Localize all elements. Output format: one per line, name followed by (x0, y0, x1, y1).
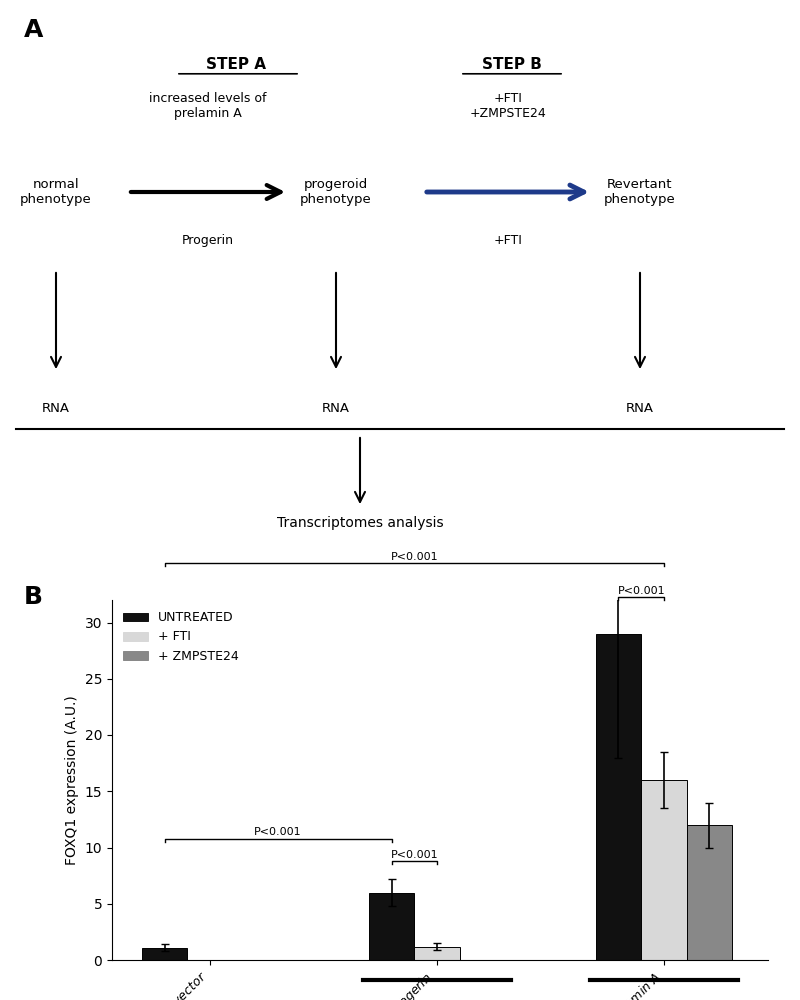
Text: +FTI
+ZMPSTE24: +FTI +ZMPSTE24 (470, 92, 546, 120)
Text: Transcriptomes analysis: Transcriptomes analysis (277, 516, 443, 530)
Bar (369, 893, 414, 960)
Text: normal
phenotype: normal phenotype (20, 178, 92, 206)
Text: RNA: RNA (626, 402, 654, 415)
Text: progeroid
phenotype: progeroid phenotype (300, 178, 372, 206)
Text: STEP A: STEP A (206, 57, 266, 72)
Bar (686, 825, 732, 960)
Bar (414, 946, 460, 960)
Bar (641, 780, 686, 960)
Text: P<0.001: P<0.001 (618, 586, 665, 596)
Text: P<0.001: P<0.001 (390, 850, 438, 860)
Text: RNA: RNA (322, 402, 350, 415)
Legend: UNTREATED, + FTI, + ZMPSTE24: UNTREATED, + FTI, + ZMPSTE24 (118, 606, 244, 668)
Text: Revertant
phenotype: Revertant phenotype (604, 178, 676, 206)
Text: A: A (24, 18, 43, 42)
Text: STEP B: STEP B (482, 57, 542, 72)
Text: RNA: RNA (42, 402, 70, 415)
Text: P<0.001: P<0.001 (390, 552, 438, 562)
Bar (596, 634, 641, 960)
Text: +FTI: +FTI (494, 234, 522, 247)
Text: increased levels of
prelamin A: increased levels of prelamin A (150, 92, 266, 120)
Text: B: B (24, 585, 43, 609)
Text: Progerin: Progerin (182, 234, 234, 247)
Bar (142, 948, 187, 960)
Text: P<0.001: P<0.001 (254, 827, 302, 837)
Y-axis label: FOXQ1 expression (A.U.): FOXQ1 expression (A.U.) (65, 695, 79, 865)
